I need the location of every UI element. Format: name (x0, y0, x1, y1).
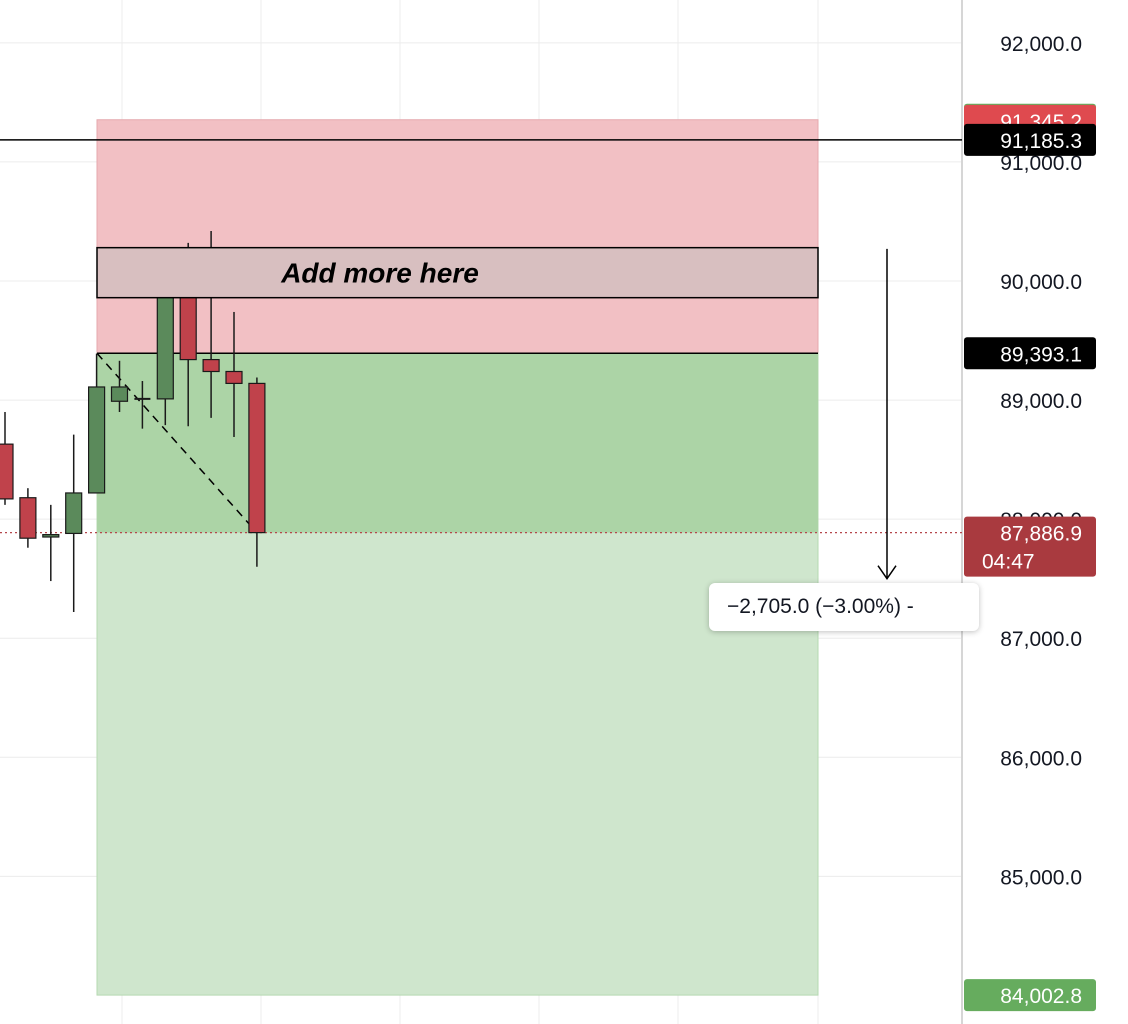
candle-6 (134, 381, 151, 429)
candle-body (225, 370, 243, 385)
candle-11 (248, 377, 266, 567)
price-badge-2: 91,185.3 (964, 123, 1096, 156)
badge-label: 89,393.1 (1000, 343, 1082, 366)
price-badge-3: 89,393.1 (964, 337, 1096, 370)
axis-tick-label: 86,000.0 (1000, 747, 1082, 770)
candle-3 (65, 434, 83, 613)
candle-body (0, 443, 14, 500)
badge-background (964, 516, 1096, 577)
badge-background (964, 979, 1096, 1012)
badge-label: 91,185.3 (1000, 130, 1082, 153)
price-badge-4: 84,002.8 (964, 979, 1096, 1012)
arrow-head (877, 565, 897, 580)
candle-4 (87, 353, 106, 494)
chart-lines (0, 139, 962, 580)
candle-body (179, 287, 197, 361)
candle-body (156, 288, 174, 400)
candle-5 (110, 360, 129, 412)
candle-10 (225, 311, 243, 437)
dashed-trend-line (96, 352, 258, 534)
axis-tick-label: 91,000.0 (1000, 152, 1082, 175)
badge-background (964, 123, 1096, 156)
price-axis[interactable]: 92,000.091,000.090,000.089,000.088,000.0… (1000, 33, 1082, 889)
candle-body (65, 492, 83, 535)
last-price-label: 87,886.9 (1000, 523, 1082, 546)
candle-1 (19, 488, 37, 548)
candle-body (87, 386, 106, 494)
candle-body (110, 386, 129, 402)
annotation-layer[interactable]: Add more here (96, 246, 819, 299)
axis-tick-label: 89,000.0 (1000, 390, 1082, 413)
candle-2 (42, 504, 60, 582)
axis-tick-label: 90,000.0 (1000, 271, 1082, 294)
axis-tick-label: 85,000.0 (1000, 866, 1082, 889)
annotation-text: Add more here (280, 258, 479, 289)
candle-body (19, 497, 37, 539)
candlesticks (0, 230, 266, 613)
axis-tick-label: 87,000.0 (1000, 628, 1082, 651)
annotation-box (96, 246, 819, 299)
profit-filled-zone (97, 353, 818, 533)
position-zones[interactable] (96, 119, 819, 996)
candle-0 (0, 411, 14, 505)
countdown-label: 04:47 (982, 551, 1035, 574)
badge-label: 84,002.8 (1000, 985, 1082, 1008)
last-price-badge: 87,886.9 04:47 (964, 516, 1096, 577)
axis-tick-label: 92,000.0 (1000, 33, 1082, 56)
candle-body (202, 358, 220, 373)
price-badges: 91,354.491,345.291,185.389,393.184,002.8… (964, 103, 1096, 1012)
measurement-label: −2,705.0 (−3.00%) - (709, 583, 979, 631)
candle-body (248, 382, 266, 534)
badge-background (964, 337, 1096, 370)
stop-loss-zone (96, 119, 819, 354)
candle-body (42, 534, 60, 538)
